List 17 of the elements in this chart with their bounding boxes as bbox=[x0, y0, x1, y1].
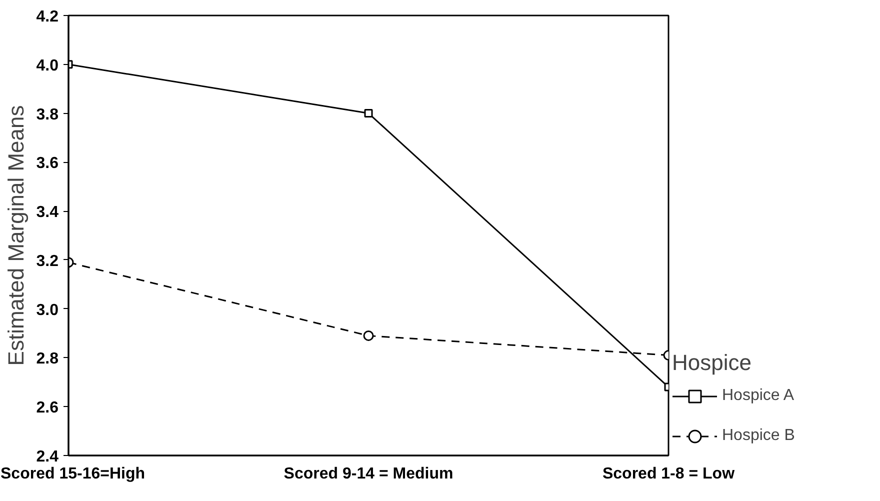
y-tick-label: 3.2 bbox=[36, 252, 59, 270]
y-tick-label: 3.4 bbox=[36, 204, 59, 222]
legend-title: Hospice bbox=[672, 350, 752, 376]
y-tick-label: 4.2 bbox=[36, 8, 59, 26]
legend-label: Hospice A bbox=[722, 387, 794, 405]
x-tick-label: Scored 15-16=High bbox=[0, 466, 145, 482]
y-tick-label: 3.6 bbox=[36, 155, 59, 172]
y-tick-label: 2.4 bbox=[36, 448, 59, 466]
y-tick-label: 3.0 bbox=[36, 302, 59, 319]
x-tick-label: Scored 1-8 = Low bbox=[602, 466, 736, 482]
y-tick-label: 2.6 bbox=[36, 400, 59, 417]
y-tick-label: 3.8 bbox=[36, 106, 59, 124]
y-tick-label: 2.8 bbox=[36, 350, 59, 368]
y-axis-title: Estimated Marginal Means bbox=[3, 105, 28, 366]
legend-label: Hospice B bbox=[722, 427, 795, 445]
y-tick-label: 4.0 bbox=[36, 57, 59, 74]
x-tick-label: Scored 9-14 = Medium bbox=[284, 466, 454, 482]
